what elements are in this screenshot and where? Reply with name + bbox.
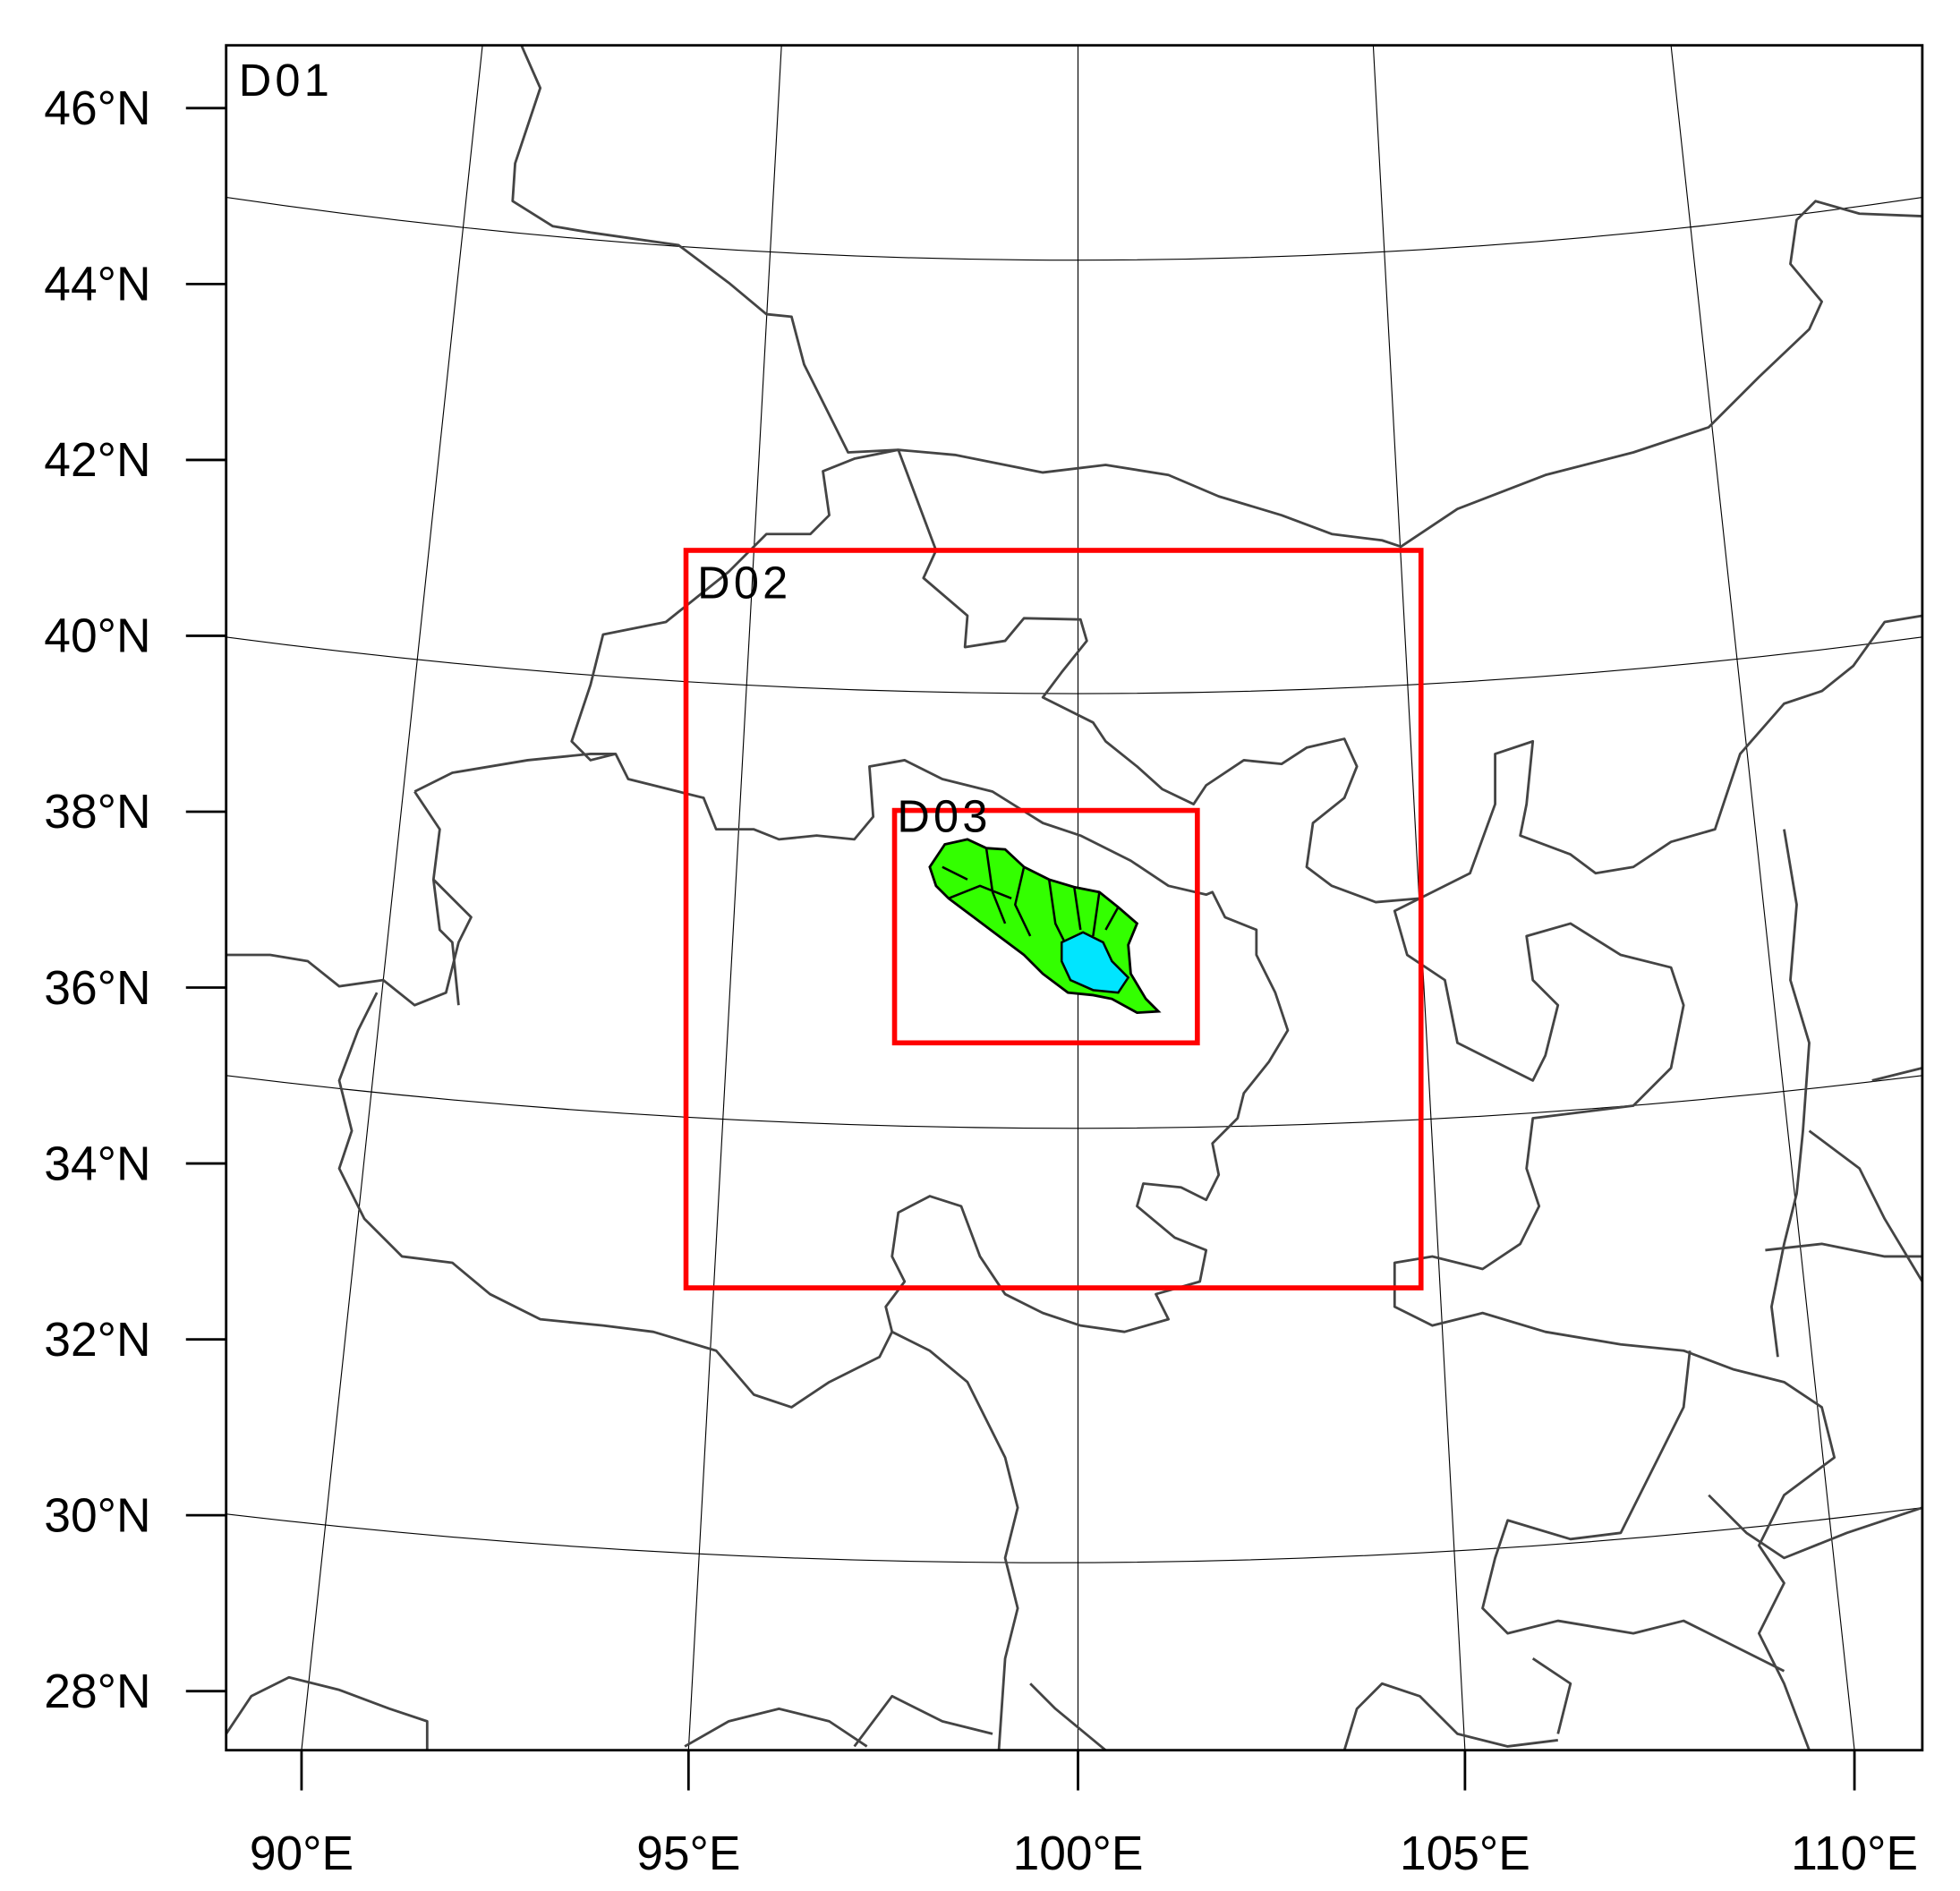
axes: 46°N 44°N 42°N 40°N 38°N 36°N 34°N 32°N 30°N 28°N… [44,82,1918,1880]
lat-label: 44°N [44,259,150,311]
domain-label: D02 [697,557,791,608]
lat-label: 28°N [44,1665,150,1718]
lat-label: 46°N [44,82,150,135]
domain-label: D01 [239,55,333,106]
lat-label: 42°N [44,434,150,487]
domain-d02-box [683,548,1424,1290]
lat-label: 32°N [44,1314,150,1367]
lon-label: 105°E [1400,1827,1530,1880]
lat-label: 30°N [44,1489,150,1542]
domain-label: D03 [897,790,991,841]
boundaries [225,45,1924,1751]
graticule [226,45,1922,1750]
lon-label: 100°E [1013,1827,1144,1880]
domain-d03-box [891,807,1200,1046]
lon-label: 90°E [250,1827,354,1880]
lat-label: 36°N [44,962,150,1015]
lon-label: 95°E [636,1827,740,1880]
map-frame [225,44,1924,1752]
lat-label: 40°N [44,610,150,663]
lon-label: 110°E [1791,1827,1918,1880]
basin [928,838,1162,1015]
lat-label: 38°N [44,786,150,839]
lat-label: 34°N [44,1137,150,1190]
